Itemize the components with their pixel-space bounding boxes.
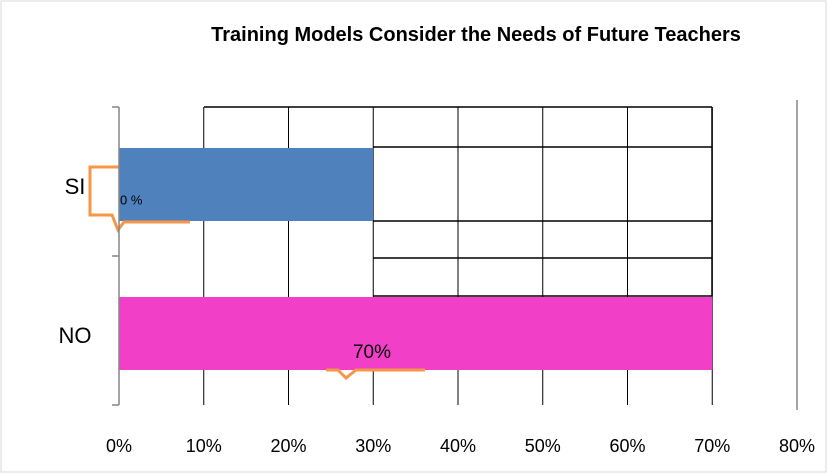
category-label: SI <box>65 174 86 199</box>
annotation: 0 % <box>120 192 143 207</box>
annotation: 70% <box>353 342 391 363</box>
table-artefact <box>204 106 713 297</box>
x-tick-label: 10% <box>186 436 222 456</box>
x-tick-label: 50% <box>525 436 561 456</box>
bar <box>119 297 713 370</box>
x-tick-label: 80% <box>779 436 815 456</box>
bars <box>119 148 713 370</box>
chart-title: Training Models Consider the Needs of Fu… <box>211 24 741 46</box>
x-tick-label: 70% <box>694 436 730 456</box>
bar <box>119 148 374 221</box>
x-tick-label: 30% <box>355 436 391 456</box>
labels: 0% 10% 20% 30% 40% 50% 60% 70% 80% SI NO 0 % 70% <box>59 174 816 456</box>
x-tick-label: 60% <box>609 436 645 456</box>
category-label: NO <box>59 323 92 348</box>
x-tick-label: 40% <box>440 436 476 456</box>
x-tick-label: 20% <box>270 436 306 456</box>
x-tick-label: 0% <box>106 436 132 456</box>
callouts <box>88 165 425 381</box>
axis <box>112 106 120 406</box>
